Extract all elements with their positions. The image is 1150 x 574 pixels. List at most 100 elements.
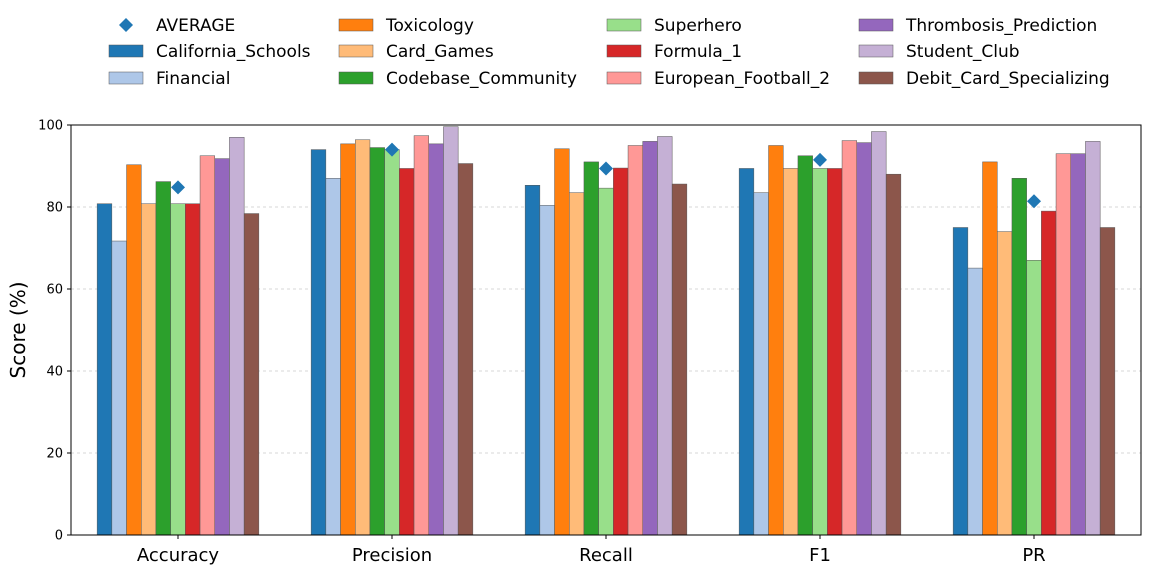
y-axis: 0 20 40 60 80 100 xyxy=(38,119,71,544)
legend-label-thrombosis-prediction: Thrombosis_Prediction xyxy=(905,16,1097,36)
bar-student-club-f1 xyxy=(871,131,887,536)
legend-swatch-thrombosis-prediction xyxy=(858,18,894,32)
bar-toxicology-recall xyxy=(554,148,570,536)
bar-debit-card-specializing-accuracy xyxy=(243,213,260,536)
bar-european-football-2-precision xyxy=(413,135,429,536)
bar-debit-card-specializing-pr xyxy=(1099,227,1116,536)
bar-student-club-accuracy xyxy=(229,137,245,536)
legend-label-codebase-community: Codebase_Community xyxy=(386,69,577,89)
legend-label-card-games: Card_Games xyxy=(386,42,494,62)
bar-card-games-pr xyxy=(997,231,1013,536)
average-marker-precision xyxy=(385,142,399,157)
y-tick-label: 60 xyxy=(46,283,63,298)
bar-formula-1-recall xyxy=(613,167,629,536)
bar-european-football-2-recall xyxy=(627,145,643,536)
bar-california-schools-precision xyxy=(310,149,327,536)
y-tick-label: 80 xyxy=(46,201,63,216)
legend-label-superhero: Superhero xyxy=(654,16,742,36)
legend-label-european-football-2: European_Football_2 xyxy=(654,69,830,89)
bar-card-games-recall xyxy=(569,192,585,536)
x-tick-label-recall: Recall xyxy=(579,545,633,566)
legend-swatch-european-football-2 xyxy=(606,71,642,85)
bar-codebase-community-pr xyxy=(1011,178,1027,536)
bar-superhero-f1 xyxy=(812,168,828,536)
bar-european-football-2-accuracy xyxy=(199,155,216,536)
bar-toxicology-pr xyxy=(982,161,998,536)
bar-superhero-recall xyxy=(598,187,614,536)
average-markers xyxy=(171,142,1041,209)
bar-european-football-2-pr xyxy=(1055,153,1072,536)
bar-financial-recall xyxy=(539,205,555,536)
bar-debit-card-specializing-precision xyxy=(457,163,474,536)
bar-european-football-2-f1 xyxy=(841,140,857,536)
bar-superhero-accuracy xyxy=(170,203,186,536)
bar-superhero-pr xyxy=(1026,260,1042,536)
average-marker-pr xyxy=(1027,194,1041,209)
bar-financial-pr xyxy=(967,267,983,536)
legend-label-toxicology: Toxicology xyxy=(385,16,474,36)
bar-debit-card-specializing-recall xyxy=(671,183,688,536)
x-axis: Accuracy Precision Recall F1 PR xyxy=(137,535,1046,566)
legend-label-formula-1: Formula_1 xyxy=(654,42,742,62)
x-tick-label-precision: Precision xyxy=(352,545,432,566)
legend-label-average: AVERAGE xyxy=(156,16,235,36)
x-tick-label-f1: F1 xyxy=(809,545,831,566)
legend-label-financial: Financial xyxy=(156,69,230,89)
bar-california-schools-recall xyxy=(524,185,541,536)
legend-swatch-superhero xyxy=(606,18,642,32)
bar-debit-card-specializing-f1 xyxy=(885,173,902,536)
legend-swatch-average xyxy=(119,18,133,32)
bar-california-schools-accuracy xyxy=(96,203,113,536)
bar-codebase-community-precision xyxy=(369,147,385,536)
bar-superhero-precision xyxy=(384,149,400,536)
bar-thrombosis-prediction-recall xyxy=(642,141,658,536)
bar-formula-1-pr xyxy=(1041,210,1057,536)
bar-codebase-community-accuracy xyxy=(155,181,171,536)
legend-label-student-club: Student_Club xyxy=(906,42,1020,62)
bar-thrombosis-prediction-precision xyxy=(428,143,444,536)
y-axis-title: Score (%) xyxy=(6,282,30,379)
bar-codebase-community-f1 xyxy=(797,155,813,536)
bar-card-games-precision xyxy=(355,139,371,536)
bar-toxicology-accuracy xyxy=(126,164,142,536)
x-tick-label-pr: PR xyxy=(1022,545,1045,566)
bar-student-club-recall xyxy=(657,136,673,536)
y-tick-label: 0 xyxy=(55,529,63,544)
bar-formula-1-precision xyxy=(399,168,415,536)
bar-financial-accuracy xyxy=(111,240,127,536)
bar-card-games-f1 xyxy=(783,168,799,536)
y-tick-label: 100 xyxy=(38,119,63,134)
bar-financial-f1 xyxy=(753,192,769,536)
bar-thrombosis-prediction-accuracy xyxy=(214,158,230,536)
legend-swatch-codebase-community xyxy=(338,71,374,85)
average-marker-recall xyxy=(599,161,613,176)
legend-swatch-card-games xyxy=(338,44,374,58)
bars xyxy=(96,126,1116,536)
bar-formula-1-accuracy xyxy=(185,203,201,536)
bar-codebase-community-recall xyxy=(583,161,599,536)
legend-swatch-toxicology xyxy=(338,18,374,32)
legend-label-debit-card-specializing: Debit_Card_Specializing xyxy=(906,69,1110,89)
legend-swatch-financial xyxy=(108,71,144,85)
legend: AVERAGE California_Schools Financial Toxico… xyxy=(108,16,1110,89)
bar-thrombosis-prediction-pr xyxy=(1070,153,1086,536)
bar-card-games-accuracy xyxy=(141,203,157,536)
bar-california-schools-f1 xyxy=(738,168,755,536)
legend-swatch-student-club xyxy=(858,44,894,58)
legend-swatch-debit-card-specializing xyxy=(858,71,894,85)
y-tick-label: 20 xyxy=(46,447,63,462)
legend-swatch-formula-1 xyxy=(606,44,642,58)
bar-financial-precision xyxy=(325,178,341,536)
bar-student-club-pr xyxy=(1085,141,1101,536)
legend-swatch-california-schools xyxy=(108,44,144,58)
bar-toxicology-f1 xyxy=(768,145,784,536)
y-tick-label: 40 xyxy=(46,365,63,380)
bar-toxicology-precision xyxy=(340,143,356,536)
bar-student-club-precision xyxy=(443,126,459,536)
average-marker-accuracy xyxy=(171,180,185,195)
bar-thrombosis-prediction-f1 xyxy=(856,142,872,536)
bar-formula-1-f1 xyxy=(827,168,843,536)
legend-label-california-schools: California_Schools xyxy=(156,42,311,62)
average-marker-f1 xyxy=(813,152,827,167)
